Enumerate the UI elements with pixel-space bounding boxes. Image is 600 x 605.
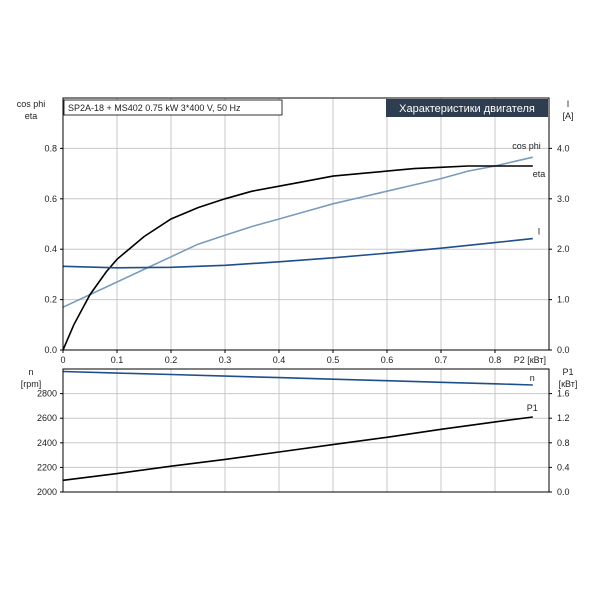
y-tick-label-right: 0.0: [557, 345, 570, 355]
y-tick-label-left: 0.4: [44, 244, 57, 254]
y-tick-label-right: 0.4: [557, 462, 570, 472]
x-tick-label: 0.6: [381, 355, 394, 365]
y-tick-label-right: 2.0: [557, 244, 570, 254]
series-line-cos-phi: [62, 156, 533, 308]
right-axis-label: [A]: [562, 111, 573, 121]
x-axis-label: P2 [кВт]: [514, 355, 546, 365]
left-axis-label: [rpm]: [21, 379, 42, 389]
plot-frame: [62, 97, 550, 351]
x-tick-label: 0.5: [327, 355, 340, 365]
x-tick-label: 0.7: [435, 355, 448, 365]
series-label: I: [538, 227, 541, 237]
left-axis-label: cos phi: [17, 99, 46, 109]
series-label: eta: [533, 169, 546, 179]
series-line-p1: [62, 416, 533, 482]
y-tick-label-left: 2000: [37, 487, 57, 497]
series-line-i: [62, 237, 533, 269]
series-label: P1: [527, 403, 538, 413]
series-line-n: [62, 370, 533, 386]
left-axis-label: n: [28, 367, 33, 377]
right-axis-label: P1: [562, 367, 573, 377]
series-line-eta: [62, 165, 533, 351]
y-tick-label-right: 1.0: [557, 295, 570, 305]
chart-title: Характеристики двигателя: [399, 103, 535, 115]
info-box: [63, 99, 283, 116]
x-tick-label: 0.1: [111, 355, 124, 365]
x-tick-label: 0.2: [165, 355, 178, 365]
series-label: n: [530, 373, 535, 383]
y-tick-label-left: 2400: [37, 438, 57, 448]
y-tick-label-right: 1.6: [557, 389, 570, 399]
y-tick-label-right: 1.2: [557, 413, 570, 423]
y-tick-label-left: 0.0: [44, 345, 57, 355]
x-tick-label: 0: [60, 355, 65, 365]
x-tick-label: 0.8: [489, 355, 502, 365]
model-info: SP2A-18 + MS402 0.75 kW 3*400 V, 50 Hz: [68, 103, 241, 113]
plot-frame: [62, 368, 550, 493]
right-axis-label: I: [567, 99, 570, 109]
title-banner: [386, 99, 548, 117]
series-label: cos phi: [512, 141, 541, 151]
y-tick-label-left: 0.8: [44, 143, 57, 153]
y-tick-label-left: 2600: [37, 413, 57, 423]
y-tick-label-right: 0.8: [557, 438, 570, 448]
y-tick-label-left: 2200: [37, 462, 57, 472]
x-tick-label: 0.4: [273, 355, 286, 365]
left-axis-label: eta: [25, 111, 38, 121]
y-tick-label-right: 0.0: [557, 487, 570, 497]
y-tick-label-left: 0.6: [44, 194, 57, 204]
y-tick-label-right: 4.0: [557, 143, 570, 153]
y-tick-label-left: 0.2: [44, 295, 57, 305]
y-tick-label-right: 3.0: [557, 194, 570, 204]
right-axis-label: [кВт]: [559, 379, 578, 389]
y-tick-label-left: 2800: [37, 389, 57, 399]
x-tick-label: 0.3: [219, 355, 232, 365]
